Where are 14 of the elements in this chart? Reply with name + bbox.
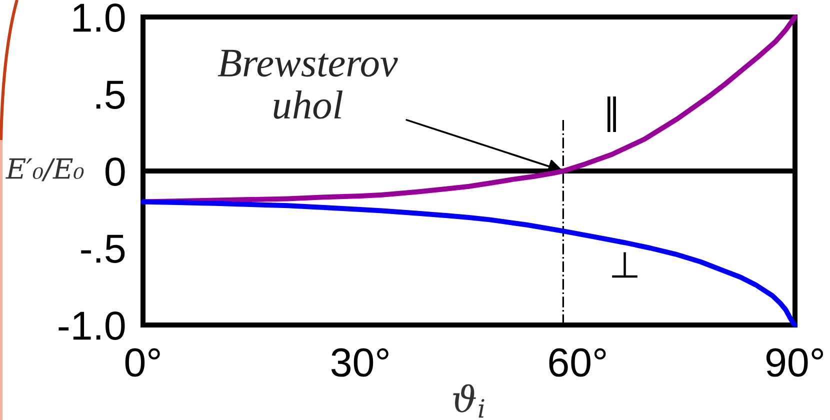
y-tick-label: -.5 <box>81 234 125 263</box>
series-label: ∥ <box>607 96 616 132</box>
y-tick-label: 0 <box>106 157 125 186</box>
x-tick-label: 0° <box>125 348 160 377</box>
y-axis-title: E′₀/E₀ <box>6 158 84 182</box>
x-axis-title: ϑ$_{i}$ <box>453 384 484 418</box>
annotation: Brewsterov uhol <box>218 50 398 119</box>
x-tick-label: 90° <box>766 348 824 377</box>
x-tick-label: 60° <box>549 348 606 377</box>
y-tick-label: 1.0 <box>73 3 125 32</box>
x-tick-label: 30° <box>331 348 388 377</box>
y-tick-label: -1.0 <box>58 311 125 340</box>
y-tick-label: .5 <box>96 80 125 109</box>
series-label: ⊥ <box>612 252 638 278</box>
